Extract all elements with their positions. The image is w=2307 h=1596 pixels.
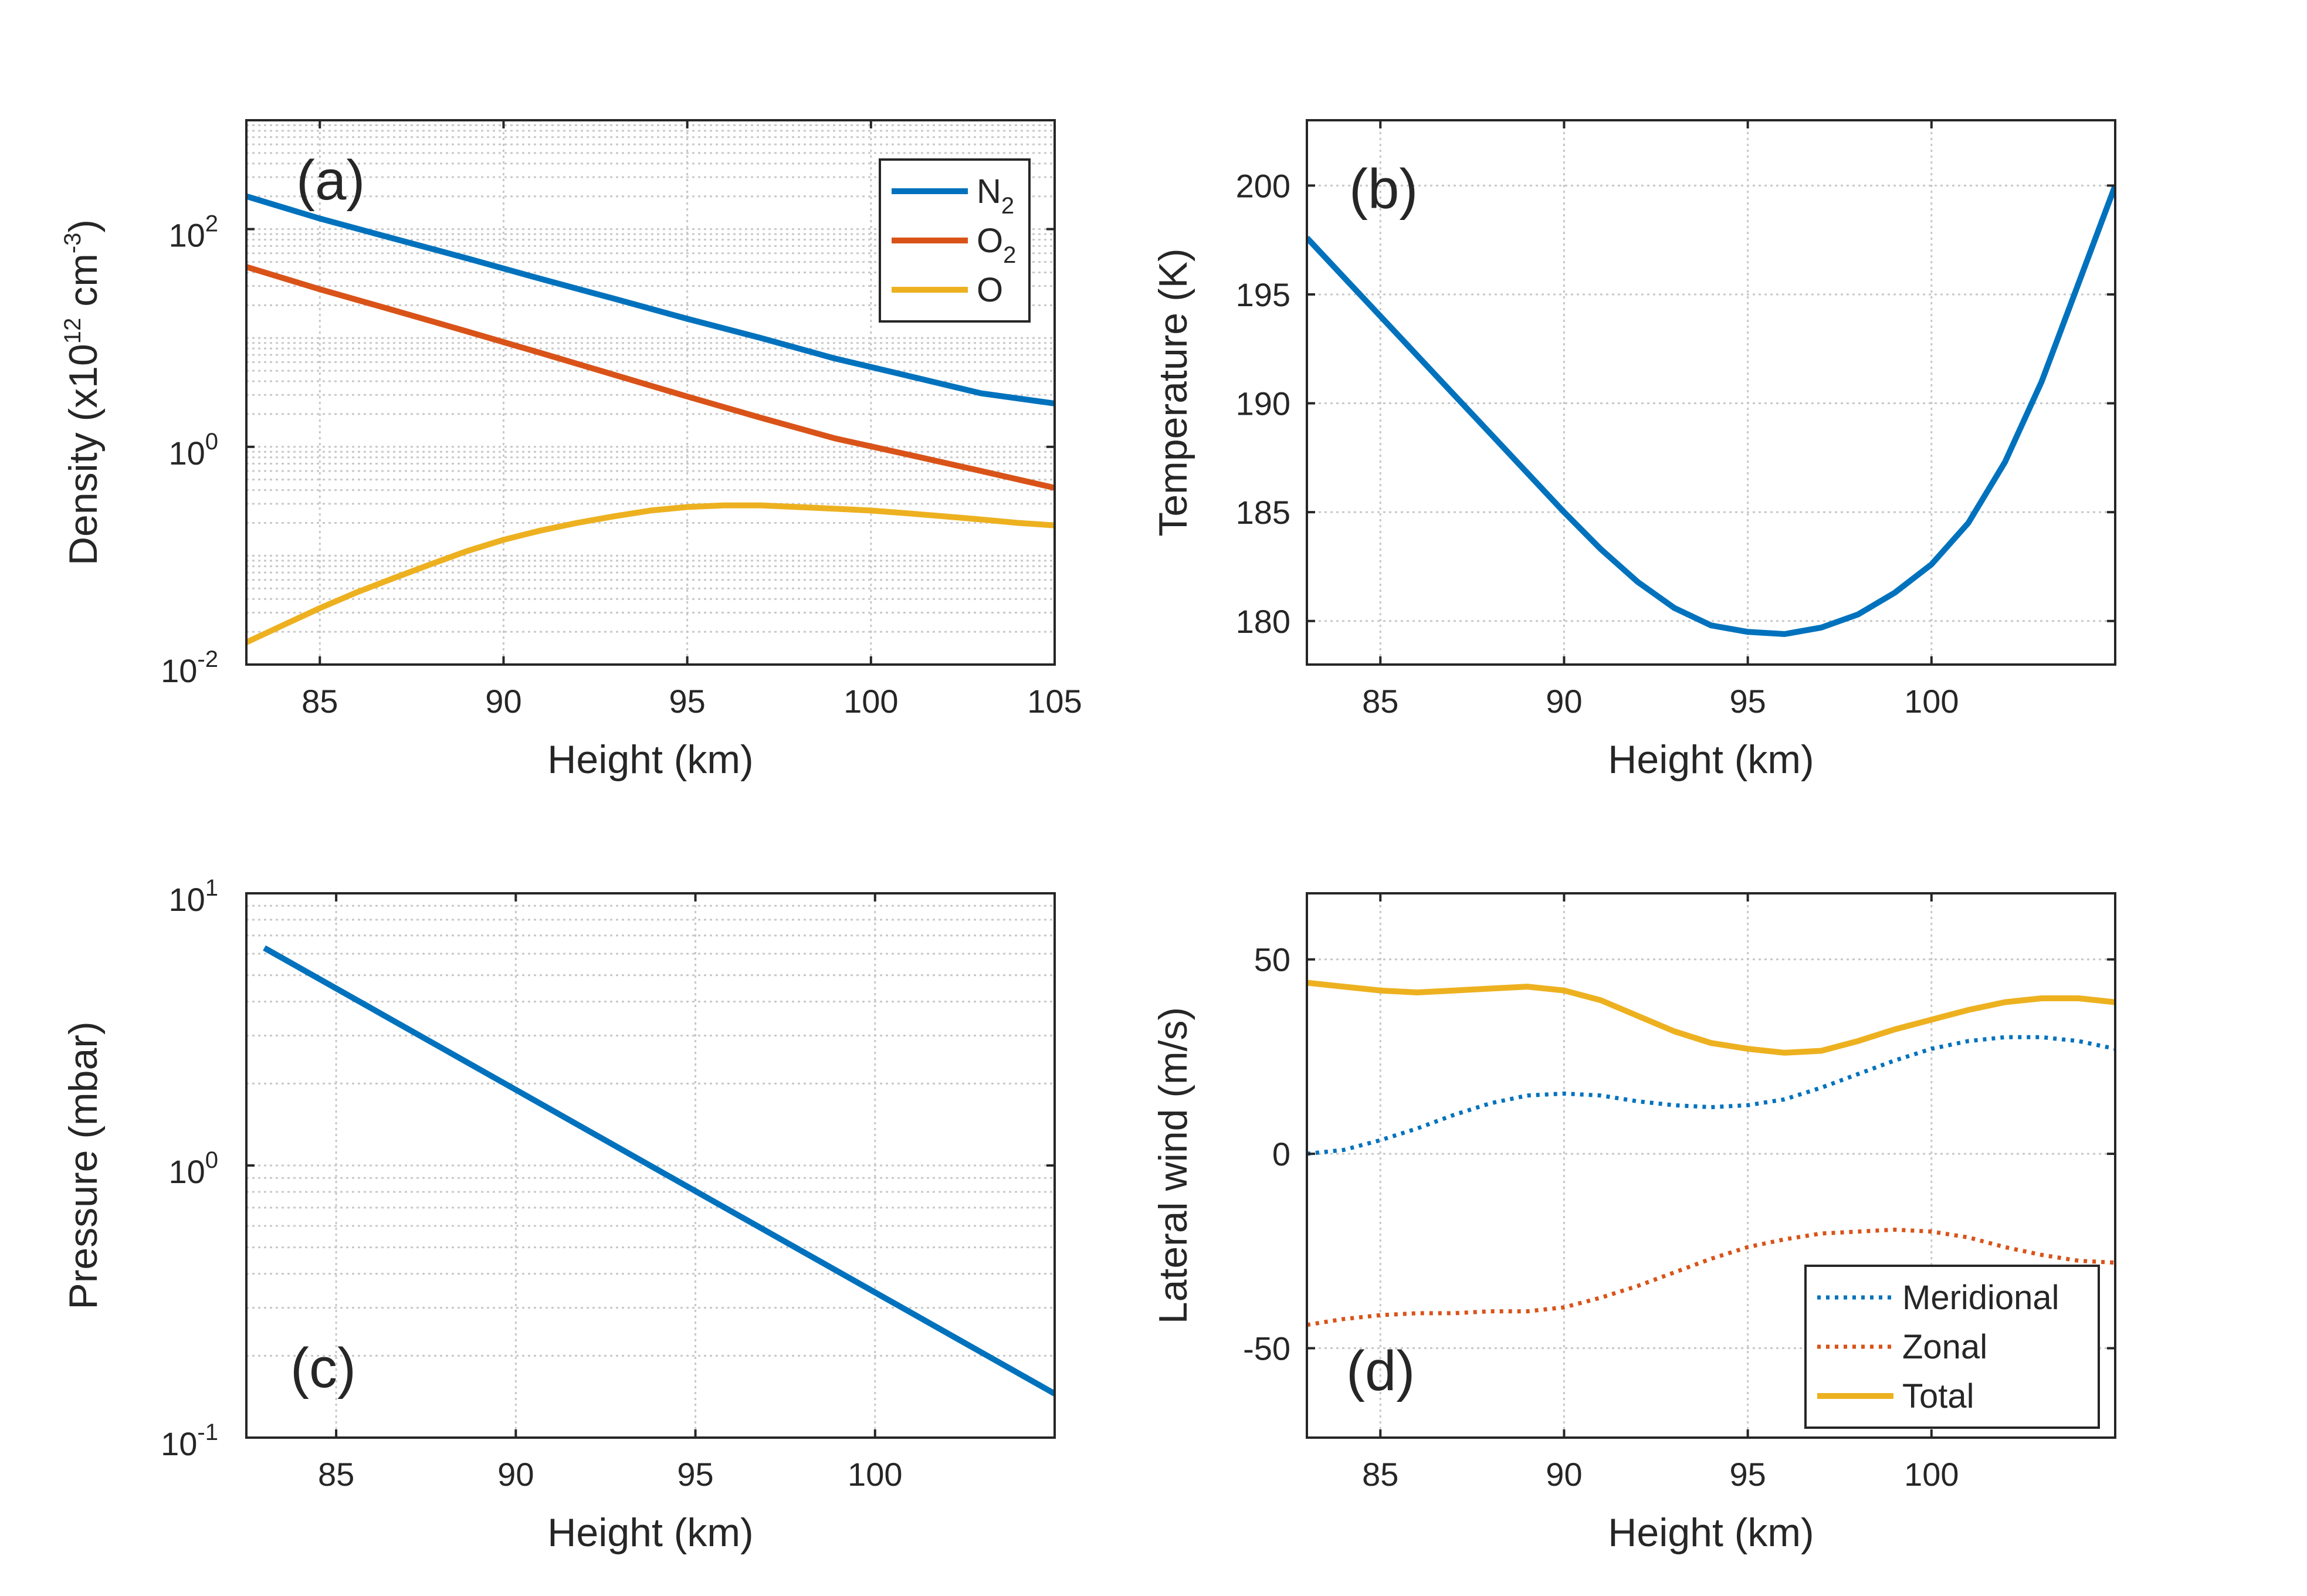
y-tick-label: 180 bbox=[1236, 603, 1290, 640]
axes-box bbox=[1306, 892, 2116, 1439]
y-tick-label-exponent: 0 bbox=[205, 429, 218, 455]
y-tick-label-exponent: 0 bbox=[205, 1147, 218, 1173]
y-tick-label: 185 bbox=[1236, 494, 1290, 531]
x-tick-label: 95 bbox=[669, 683, 705, 720]
y-tick-label: 10-1 bbox=[161, 1419, 218, 1462]
series-group bbox=[246, 193, 1055, 645]
series-group bbox=[263, 945, 1055, 1397]
y-tick-label-exponent: -2 bbox=[197, 646, 218, 672]
x-tick-label: 85 bbox=[1362, 1456, 1398, 1493]
y-tick-label: -50 bbox=[1243, 1330, 1290, 1367]
grid bbox=[1307, 120, 2115, 665]
y-axis-label: Pressure (mbar) bbox=[61, 1021, 106, 1309]
series-line-2 bbox=[1307, 980, 2115, 1056]
x-tick-label: 105 bbox=[1027, 683, 1082, 720]
y-tick-label: 101 bbox=[168, 875, 218, 918]
legend-label: N2 bbox=[977, 172, 1014, 219]
x-axis-label: Height (km) bbox=[547, 737, 753, 782]
legend-label: O2 bbox=[977, 222, 1016, 268]
x-tick-label: 100 bbox=[1904, 683, 1959, 720]
y-tick-label: 195 bbox=[1236, 276, 1290, 313]
y-tick-label: 0 bbox=[1272, 1136, 1290, 1173]
legend-label: O bbox=[977, 271, 1003, 309]
panel-letter: (c) bbox=[290, 1337, 356, 1400]
series-line-0 bbox=[1307, 184, 2115, 637]
x-tick-label: 100 bbox=[848, 1456, 902, 1493]
y-tick-label-base: 10 bbox=[168, 435, 205, 472]
x-tick-label: 90 bbox=[485, 683, 521, 720]
series-line-1 bbox=[1307, 1227, 2115, 1327]
axes-box bbox=[1306, 119, 2116, 666]
y-axis-label: Temperature (K) bbox=[1151, 248, 1195, 536]
y-tick-label-exponent: -1 bbox=[197, 1419, 218, 1445]
x-tick-label: 100 bbox=[843, 683, 898, 720]
series-line-0 bbox=[263, 945, 1055, 1397]
y-tick-label: 100 bbox=[168, 1147, 218, 1190]
y-tick-label: 100 bbox=[168, 429, 218, 472]
y-tick-label-exponent: 2 bbox=[205, 211, 218, 237]
x-tick-label: 85 bbox=[1362, 683, 1398, 720]
y-tick-label-base: 10 bbox=[168, 1153, 205, 1190]
y-tick-label: 190 bbox=[1236, 385, 1290, 422]
x-tick-label: 90 bbox=[1546, 683, 1582, 720]
x-tick-label: 100 bbox=[1904, 1456, 1959, 1493]
y-tick-label-base: 10 bbox=[161, 1425, 197, 1462]
x-tick-label: 95 bbox=[1729, 1456, 1766, 1493]
legend-label: Zonal bbox=[1902, 1328, 1987, 1366]
series-line-1 bbox=[246, 264, 1055, 491]
y-tick-label: 102 bbox=[168, 211, 218, 254]
legend: Meridional Zonal Total bbox=[1804, 1265, 2100, 1429]
panel-letter: (d) bbox=[1346, 1340, 1415, 1402]
y-tick-label: 10-2 bbox=[161, 646, 218, 689]
x-tick-label: 85 bbox=[318, 1456, 354, 1493]
x-axis-label: Height (km) bbox=[1608, 1510, 1814, 1555]
y-tick-label: 50 bbox=[1254, 941, 1290, 978]
y-tick-label-exponent: 1 bbox=[205, 875, 218, 901]
panel-d-lateral-wind: 85 90 95 100 -50 0 50 Height (km) Lateral wind (… bbox=[1151, 892, 2116, 1555]
x-tick-label: 85 bbox=[301, 683, 338, 720]
series-group bbox=[1307, 980, 2115, 1327]
x-axis-label: Height (km) bbox=[547, 1510, 753, 1555]
x-axis-label: Height (km) bbox=[1608, 737, 1814, 782]
series-line-2 bbox=[246, 502, 1055, 645]
x-tick-label: 95 bbox=[1729, 683, 1766, 720]
y-tick-label-base: 10 bbox=[168, 217, 205, 254]
axes-box bbox=[245, 119, 1056, 666]
y-axis-label: Density (x1012 cm-3) bbox=[60, 219, 106, 565]
x-tick-label: 90 bbox=[1546, 1456, 1582, 1493]
legend-label: Total bbox=[1902, 1377, 1974, 1415]
series-line-0 bbox=[246, 193, 1055, 406]
y-axis-label: Lateral wind (m/s) bbox=[1151, 1007, 1195, 1324]
y-tick-label-base: 10 bbox=[161, 652, 197, 689]
grid bbox=[246, 893, 1055, 1439]
series-group bbox=[1307, 184, 2115, 637]
panel-letter: (a) bbox=[296, 149, 365, 212]
x-tick-label: 90 bbox=[497, 1456, 534, 1493]
legend-label: Meridional bbox=[1902, 1279, 2059, 1317]
y-tick-label-base: 10 bbox=[168, 881, 205, 918]
panel-b-temperature: 85 90 95 100 180 185 190 195 200 Height (km) Tempe… bbox=[1151, 119, 2116, 782]
panel-letter: (b) bbox=[1349, 158, 1418, 221]
y-tick-label: 200 bbox=[1236, 167, 1290, 204]
x-tick-label: 95 bbox=[677, 1456, 713, 1493]
